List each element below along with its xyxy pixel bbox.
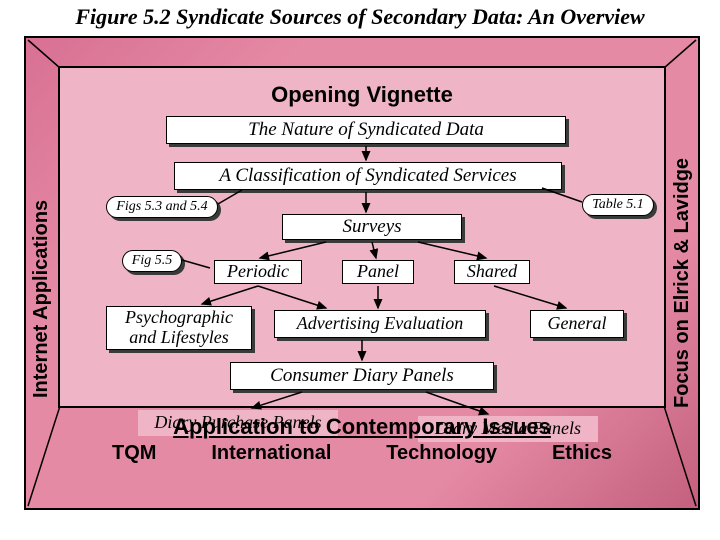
app-item-international: International	[211, 442, 331, 465]
opening-vignette-label: Opening Vignette	[82, 82, 642, 108]
app-item-tqm: TQM	[112, 442, 156, 465]
app-item-ethics: Ethics	[552, 442, 612, 465]
right-side-label: Focus on Elrick & Lavidge	[671, 128, 694, 408]
node-general: General	[530, 310, 624, 338]
app-item-technology: Technology	[386, 442, 497, 465]
node-consumer-diary-panels: Consumer Diary Panels	[230, 362, 494, 390]
node-figs-5-3-5-4: Figs 5.3 and 5.4	[106, 196, 218, 218]
node-classification: A Classification of Syndicated Services	[174, 162, 562, 190]
node-shared: Shared	[454, 260, 530, 284]
node-advertising-evaluation: Advertising Evaluation	[274, 310, 486, 338]
figure-page: Figure 5.2 Syndicate Sources of Secondar…	[0, 0, 720, 540]
node-fig-5-5: Fig 5.5	[122, 250, 182, 272]
left-side-label: Internet Applications	[30, 148, 53, 398]
node-surveys: Surveys	[282, 214, 462, 240]
node-psychographic: Psychographic and Lifestyles	[106, 306, 252, 350]
node-nature: The Nature of Syndicated Data	[166, 116, 566, 144]
node-table-5-1: Table 5.1	[582, 194, 654, 216]
node-panel: Panel	[342, 260, 414, 284]
figure-title: Figure 5.2 Syndicate Sources of Secondar…	[0, 0, 720, 34]
application-row: TQM International Technology Ethics	[82, 440, 642, 465]
outer-frame: Opening Vignette Internet Applications F…	[24, 36, 700, 510]
application-title: Application to Contemporary Issues	[82, 414, 642, 440]
footer-block: Application to Contemporary Issues TQM I…	[82, 414, 642, 498]
node-periodic: Periodic	[214, 260, 302, 284]
